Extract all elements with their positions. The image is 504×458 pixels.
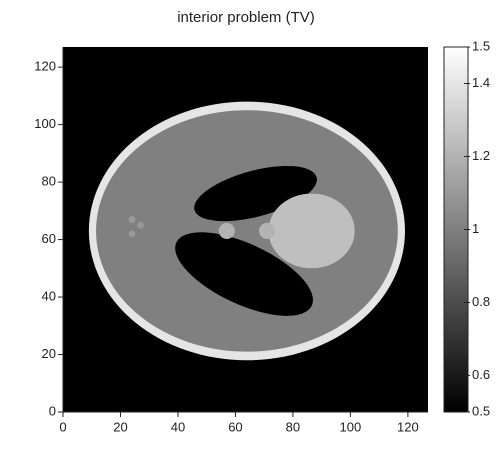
- colorbar-tick-label: 0.8: [472, 294, 490, 309]
- y-tick-label: 20: [42, 346, 56, 361]
- colorbar-tick-label: 1.2: [472, 148, 490, 163]
- colorbar-tick-label: 1: [472, 221, 479, 236]
- x-tick-label: 60: [228, 419, 242, 434]
- y-tick-label: 120: [34, 59, 56, 74]
- region: [175, 232, 313, 316]
- x-tick-label: 80: [286, 419, 300, 434]
- region: [194, 165, 317, 222]
- region: [96, 110, 398, 352]
- y-tick-label: 80: [42, 174, 56, 189]
- colorbar-tick-label: 1.5: [472, 38, 490, 53]
- y-tick-label: 0: [49, 403, 56, 418]
- y-tick-label: 100: [34, 116, 56, 131]
- y-tick-label: 60: [42, 231, 56, 246]
- region: [128, 215, 136, 223]
- chart-title: interior problem (TV): [177, 9, 315, 26]
- x-tick-label: 0: [59, 419, 66, 434]
- colorbar-tick-label: 0.5: [472, 403, 490, 418]
- region: [137, 221, 145, 229]
- region: [128, 230, 136, 238]
- image: [63, 47, 428, 412]
- region: [268, 193, 355, 269]
- x-tick-label: 100: [340, 419, 362, 434]
- x-tick-label: 40: [171, 419, 185, 434]
- x-tick-label: 120: [397, 419, 419, 434]
- region: [259, 222, 276, 239]
- colorbar-tick-label: 1.4: [472, 75, 490, 90]
- colorbar-tick-label: 0.6: [472, 367, 490, 382]
- region: [218, 222, 235, 239]
- y-tick-label: 40: [42, 288, 56, 303]
- x-tick-label: 20: [113, 419, 127, 434]
